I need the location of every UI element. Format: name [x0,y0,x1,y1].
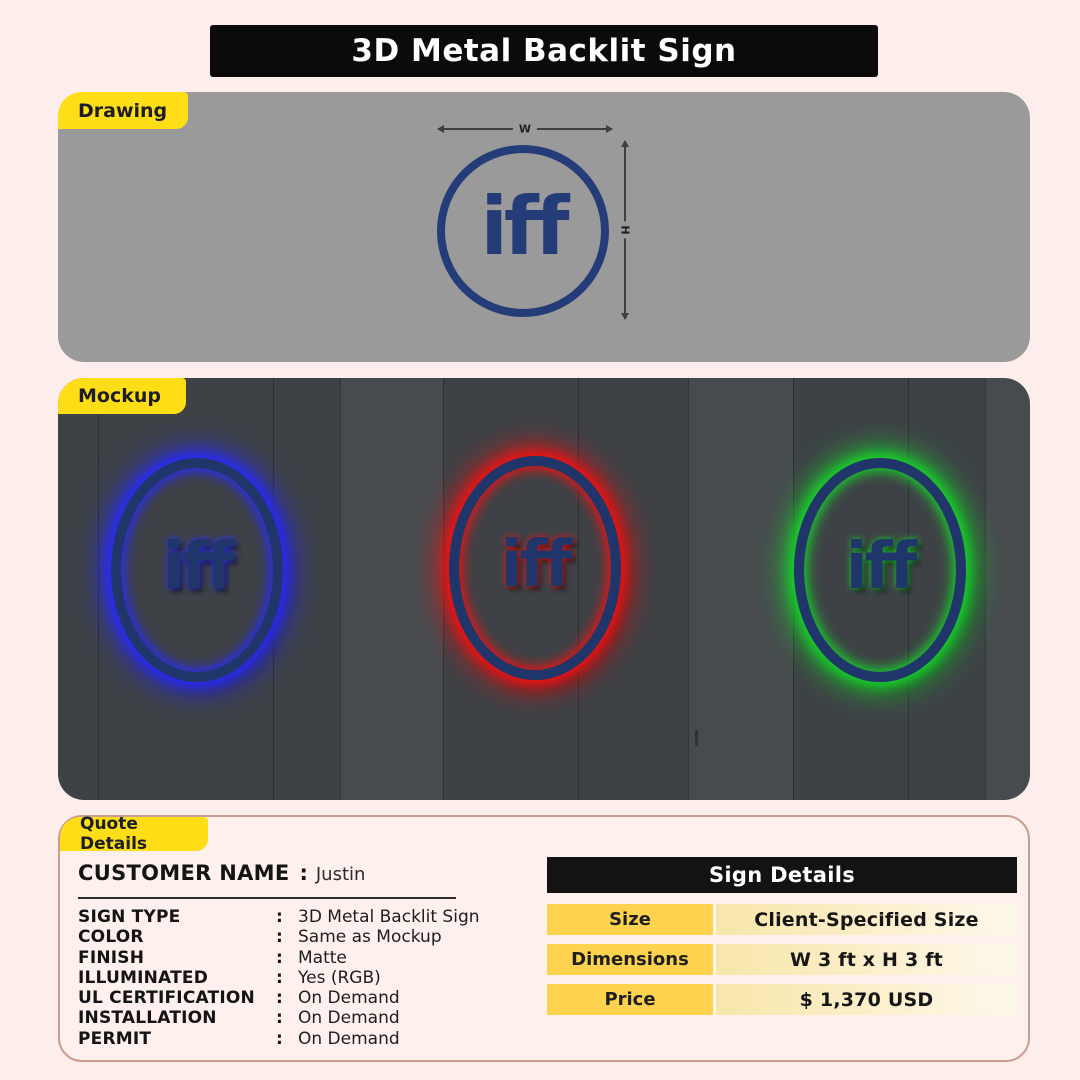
wall-scratch [695,730,698,746]
page-title: 3D Metal Backlit Sign [351,33,737,69]
drawing-logo-text: iff [480,179,569,273]
spec-separator: : [276,947,283,968]
quote-details-panel: Quote Details CUSTOMER NAME: Justin SIGN … [58,814,1030,1062]
mockup-logo-text: iff [845,530,918,604]
mockup-logo-ring [111,458,283,682]
width-dimension: W [437,121,613,137]
row-label-cell: Dimensions [547,944,713,975]
wall-seam [793,378,794,800]
wall-panel-band [688,378,793,800]
spec-value: On Demand [298,1008,400,1029]
wall-seam [688,378,689,800]
spec-separator: : [276,1028,283,1049]
arrow-left-icon [437,125,444,133]
customer-name-row: CUSTOMER NAME: Justin [78,861,365,885]
row-value-cell: W 3 ft x H 3 ft [716,944,1017,975]
spec-label: PERMIT [78,1028,152,1049]
customer-name-label: CUSTOMER NAME [78,861,290,885]
spec-separator: : [276,988,283,1009]
arrow-down-icon [621,313,629,320]
spec-label: COLOR [78,927,144,948]
width-dimension-label: W [512,121,538,137]
wall-panel-band [340,378,443,800]
wall-seam [443,378,444,800]
drawing-tab: Drawing [58,92,188,129]
mockup-logo-blue: iff [111,458,283,682]
spec-label: UL CERTIFICATION [78,988,255,1009]
drawing-panel: Drawing W H iff [58,92,1030,362]
arrow-up-icon [621,140,629,147]
row-value-cell: Client-Specified Size [716,904,1017,935]
arrow-right-icon [606,125,613,133]
spec-separator: : [276,927,283,948]
customer-name-value: Justin [315,864,366,885]
spec-value: Yes (RGB) [298,967,381,988]
spec-label: FINISH [78,947,145,968]
spec-value: Matte [298,947,347,968]
mockup-logo-green: iff [794,458,966,682]
spec-separator: : [276,967,283,988]
mockup-logo-text: iff [500,528,573,602]
row-value-cell: $ 1,370 USD [716,984,1017,1015]
mockup-tab-label: Mockup [78,385,161,407]
spec-value: On Demand [298,988,400,1009]
page-title-bar: 3D Metal Backlit Sign [210,25,878,77]
wall-panel-band [985,378,1030,800]
spec-separator: : [276,907,283,927]
spec-value: Same as Mockup [298,927,442,948]
spec-value: 3D Metal Backlit Sign [298,907,480,927]
spec-list: SIGN TYPE : 3D Metal Backlit Sign COLOR … [78,907,480,1049]
quote-details-tab: Quote Details [60,814,208,854]
sign-details-rows: Size Client-Specified Size Dimensions W … [547,904,1017,1015]
spec-label: INSTALLATION [78,1008,217,1029]
spec-value: On Demand [298,1028,400,1049]
customer-name-separator: : [299,861,308,885]
table-row: Dimensions W 3 ft x H 3 ft [547,944,1017,975]
row-label-cell: Size [547,904,713,935]
mockup-logo-ring [794,458,966,682]
wall-seam [985,378,986,800]
mockup-tab: Mockup [58,378,186,414]
sign-details-header-label: Sign Details [709,863,855,887]
mockup-logo-red: iff [449,456,621,680]
customer-name-underline [78,897,456,899]
mockup-panel: Mockup iff iff iff [58,378,1030,800]
wall-seam [98,378,99,800]
table-row: Price $ 1,370 USD [547,984,1017,1015]
spec-label: SIGN TYPE [78,907,181,927]
spec-separator: : [276,1008,283,1029]
drawing-tab-label: Drawing [78,99,168,122]
sign-details-table: Sign Details Size Client-Specified Size … [547,857,1017,1015]
table-row: Size Client-Specified Size [547,904,1017,935]
quote-details-tab-label: Quote Details [80,814,148,854]
mockup-logo-text: iff [162,530,235,604]
wall-seam [340,378,341,800]
drawing-logo-ring: iff [437,145,609,317]
height-dimension: H [617,140,633,320]
height-dimension-label: H [617,221,633,239]
sign-details-header: Sign Details [547,857,1017,893]
mockup-logo-ring [449,456,621,680]
row-label-cell: Price [547,984,713,1015]
spec-label: ILLUMINATED [78,967,209,988]
